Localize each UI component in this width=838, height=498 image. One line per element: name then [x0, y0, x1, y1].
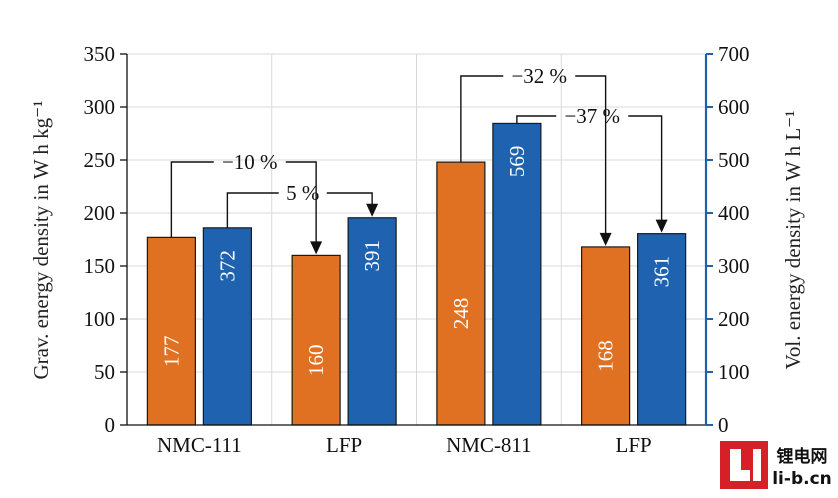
- annotation-label: 5 %: [286, 181, 319, 205]
- data-label-gravimetric: 160: [304, 344, 328, 376]
- data-label-volumetric: 361: [650, 256, 674, 288]
- data-label-gravimetric: 168: [594, 340, 618, 372]
- bar-gravimetric: [291, 254, 341, 426]
- data-label-volumetric: 391: [360, 240, 384, 272]
- y-right-tick-label: 100: [718, 360, 750, 384]
- data-label-volumetric: 372: [215, 250, 239, 282]
- bar-gravimetric: [436, 161, 486, 426]
- y-right-tick-label: 400: [718, 201, 750, 225]
- x-tick-label: NMC-811: [446, 433, 532, 457]
- bar-gravimetric: [146, 236, 196, 426]
- annotation-bracket: [460, 75, 607, 235]
- y-left-tick-label: 50: [94, 360, 115, 384]
- axes-layer: NMC-111 LFP NMC-811 LFP 0 50 100 150 200 250 300 35…: [84, 42, 750, 457]
- y-left-tick-label: 150: [84, 254, 116, 278]
- y-right-tick-label: 0: [718, 413, 729, 437]
- watermark-text-top: 锂电网: [777, 446, 828, 467]
- y-left-tick-label: 200: [84, 201, 116, 225]
- annotation-label: −10 %: [222, 150, 278, 174]
- bar-gravimetric: [581, 246, 631, 426]
- y-axis-left-label: Grav. energy density in W h kg⁻¹: [29, 100, 53, 379]
- x-tick-label: LFP: [326, 433, 362, 457]
- y-right-tick-label: 700: [718, 42, 750, 66]
- data-label-gravimetric: 177: [159, 335, 183, 367]
- data-label-volumetric: 569: [505, 146, 529, 178]
- watermark: 锂电网 li-b.cn: [720, 441, 832, 489]
- annotation-arrow: [366, 203, 379, 217]
- bar-volumetric: [347, 217, 397, 426]
- y-left-tick-label: 300: [84, 95, 116, 119]
- watermark-text-bottom: li-b.cn: [772, 469, 832, 489]
- annotation-bracket: [170, 161, 317, 244]
- y-right-tick-label: 300: [718, 254, 750, 278]
- annotation-label: −32 %: [511, 64, 567, 88]
- annotation-label: −37 %: [564, 104, 620, 128]
- x-tick-label: NMC-111: [157, 433, 242, 457]
- annotations-layer: −10 % 5 % −32 % −37 %: [170, 64, 668, 255]
- annotation-bracket: [516, 115, 663, 222]
- annotation-arrow: [655, 219, 668, 233]
- y-left-tick-label: 100: [84, 307, 116, 331]
- annotation-arrow: [599, 232, 612, 246]
- y-left-tick-label: 350: [84, 42, 116, 66]
- y-left-tick-label: 0: [105, 413, 116, 437]
- y-axis-right-label: Vol. energy density in W h L⁻¹: [781, 110, 805, 369]
- y-right-tick-label: 500: [718, 148, 750, 172]
- y-right-tick-label: 200: [718, 307, 750, 331]
- bar-volumetric: [202, 227, 252, 426]
- y-right-tick-label: 600: [718, 95, 750, 119]
- y-left-tick-label: 250: [84, 148, 116, 172]
- bars-layer: 177 372 160 391 248 569 168 361: [146, 122, 687, 426]
- annotation-arrow: [310, 241, 323, 255]
- annotation-bracket: [226, 192, 373, 228]
- bar-volumetric: [492, 122, 542, 426]
- data-label-gravimetric: 248: [449, 298, 473, 330]
- bar-volumetric: [637, 233, 687, 426]
- x-tick-label: LFP: [616, 433, 652, 457]
